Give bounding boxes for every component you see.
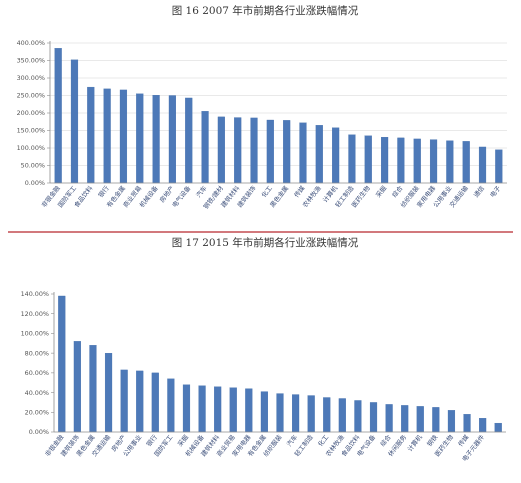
- bar: [447, 410, 456, 433]
- y-tick-label: 0.00%: [25, 179, 45, 187]
- bar: [385, 404, 393, 433]
- bar: [58, 295, 66, 433]
- bar: [120, 369, 128, 433]
- category-label: 传媒: [292, 183, 307, 199]
- bar: [151, 372, 159, 433]
- category-label: 银行: [96, 183, 111, 199]
- bar: [332, 127, 340, 184]
- y-tick-label: 350.00%: [17, 57, 45, 65]
- bar: [201, 111, 209, 184]
- y-tick-label: 250.00%: [17, 92, 45, 100]
- category-label: 电子: [488, 184, 503, 199]
- y-tick-label: 300.00%: [17, 74, 45, 82]
- category-label: 汽车: [194, 184, 209, 199]
- bar: [136, 93, 144, 184]
- bar: [413, 138, 421, 184]
- y-tick-label: 150.00%: [17, 127, 45, 135]
- y-tick-label: 60.00%: [25, 369, 49, 377]
- bar: [462, 141, 470, 184]
- bar: [283, 120, 291, 184]
- bar: [229, 387, 237, 433]
- bar: [73, 341, 81, 433]
- bar: [381, 136, 389, 184]
- bar: [369, 402, 378, 433]
- bar: [89, 345, 97, 433]
- bar: [70, 59, 79, 184]
- bar: [266, 119, 274, 184]
- bar: [479, 418, 487, 433]
- bar: [495, 149, 503, 184]
- category-label: 银行: [144, 432, 159, 448]
- bar: [168, 95, 176, 184]
- category-label: 采掘: [175, 433, 190, 448]
- category-label: 计算机: [405, 432, 424, 453]
- bar: [463, 414, 471, 433]
- bar: [397, 137, 405, 184]
- bar: [354, 400, 362, 433]
- bar: [478, 146, 487, 184]
- y-tick-label: 120.00%: [21, 310, 49, 318]
- category-label: 综合: [378, 432, 393, 448]
- y-tick-label: 140.00%: [21, 290, 49, 298]
- bar: [416, 406, 424, 433]
- bar: [217, 116, 225, 184]
- bar: [338, 398, 346, 433]
- y-tick-label: 50.00%: [21, 162, 45, 170]
- chart-2007: 图 16 2007 年市前期各行业涨跌幅情况 0.00% 50.00% 100.00…: [17, 4, 507, 211]
- category-label: 综合: [390, 183, 405, 199]
- bar: [315, 125, 323, 184]
- chart-2015: 图 17 2015 年市前期各行业涨跌幅情况 0.00% 20.00% 40.00%…: [21, 236, 506, 463]
- category-label: 化工: [259, 184, 274, 199]
- bar: [234, 117, 242, 184]
- bar: [250, 117, 258, 184]
- bar: [104, 352, 113, 433]
- bar: [152, 95, 160, 184]
- bar: [103, 88, 111, 184]
- y-tick-label: 100.00%: [17, 144, 45, 152]
- category-label: 钢铁: [425, 432, 440, 448]
- category-label: 采掘: [373, 184, 388, 199]
- y-tick-label: 400.00%: [17, 39, 45, 47]
- bar: [292, 394, 300, 433]
- bar: [214, 386, 222, 433]
- category-label: 通信: [471, 184, 486, 199]
- bar: [198, 385, 206, 433]
- y-tick-label: 100.00%: [21, 330, 49, 338]
- bar: [245, 388, 253, 433]
- category-label: 化工: [315, 433, 330, 448]
- bar: [54, 48, 62, 184]
- bar: [260, 391, 268, 433]
- y-tick-label: 200.00%: [17, 109, 45, 117]
- y-tick-label: 40.00%: [25, 389, 49, 397]
- bar: [87, 86, 95, 184]
- bar: [119, 89, 128, 184]
- bar: [307, 395, 315, 433]
- bar: [182, 384, 191, 433]
- bar: [446, 140, 454, 184]
- category-label: 传媒: [456, 432, 471, 448]
- bar: [167, 378, 175, 433]
- bar: [276, 393, 284, 433]
- bar: [185, 97, 193, 184]
- bar: [364, 135, 372, 184]
- chart-2007-title: 图 16 2007 年市前期各行业涨跌幅情况: [172, 4, 359, 17]
- bar: [136, 370, 144, 433]
- bar: [348, 134, 356, 184]
- category-label: 汽车: [284, 433, 299, 448]
- bar: [432, 407, 440, 433]
- bar: [494, 422, 502, 433]
- chart-2015-title: 图 17 2015 年市前期各行业涨跌幅情况: [172, 236, 359, 249]
- bar: [299, 122, 307, 184]
- y-tick-label: 80.00%: [25, 349, 49, 357]
- bar: [401, 405, 409, 433]
- y-tick-label: 20.00%: [25, 408, 49, 416]
- bar: [323, 397, 331, 433]
- bar: [429, 139, 438, 184]
- y-tick-label: 0.00%: [29, 428, 49, 436]
